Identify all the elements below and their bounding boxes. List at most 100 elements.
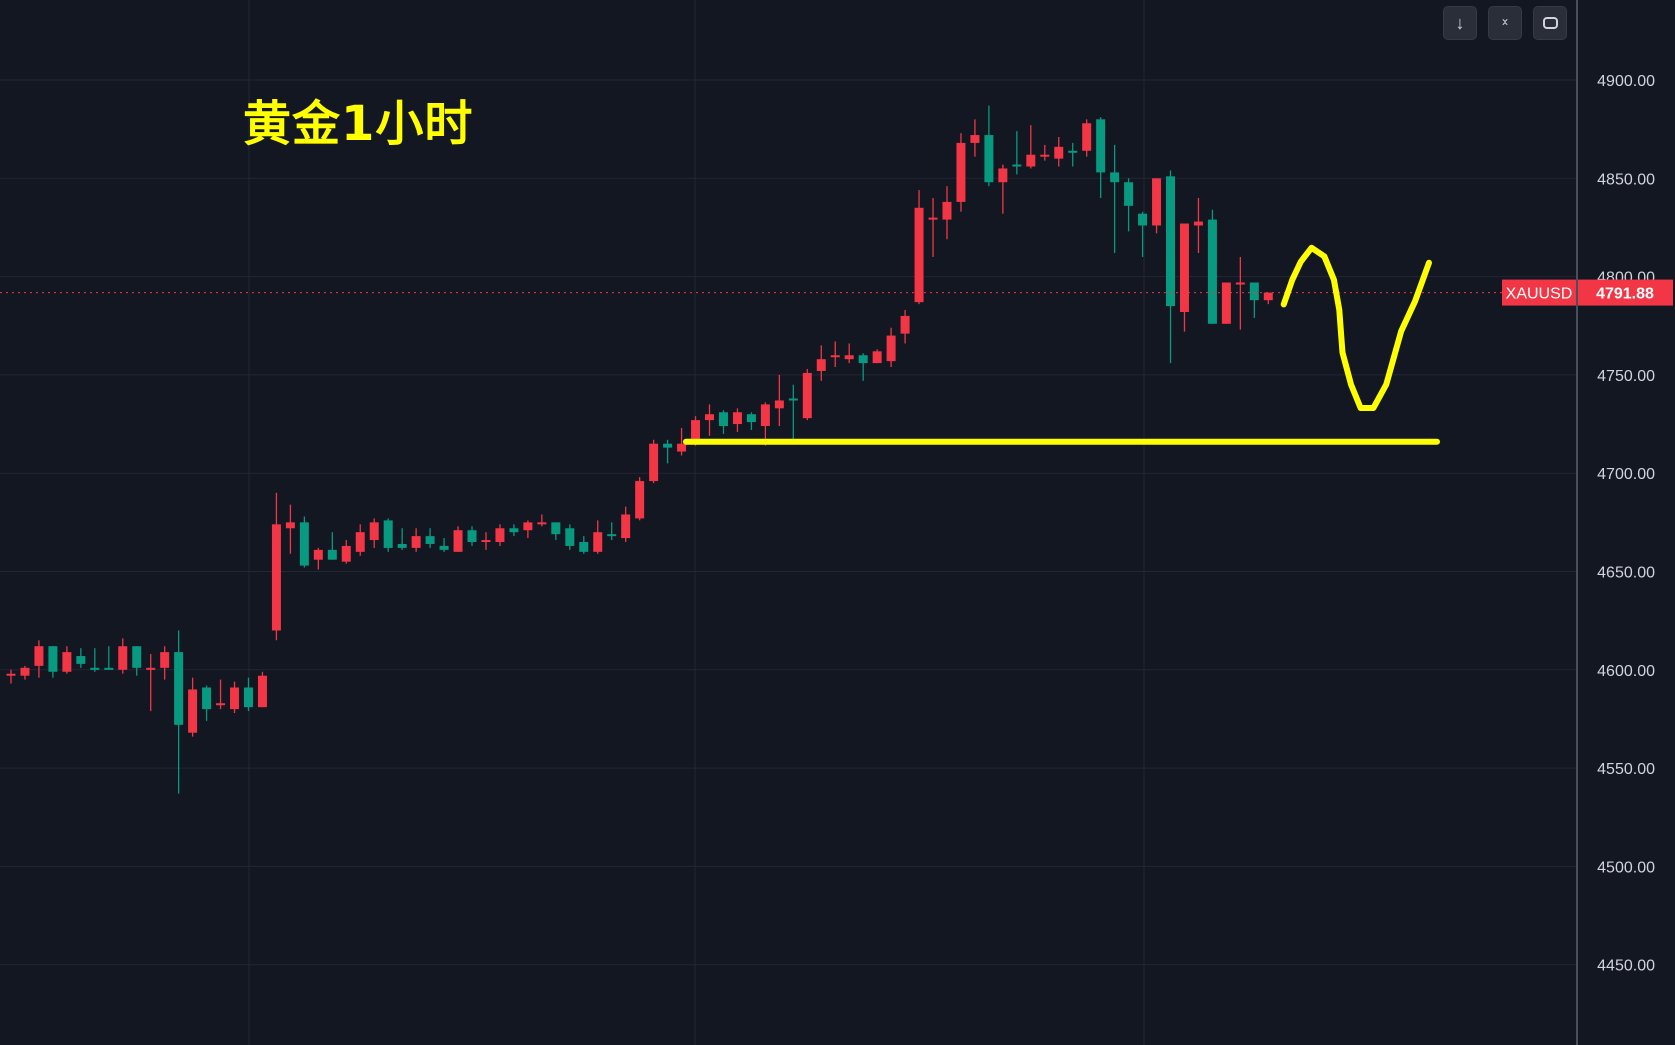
candle-body bbox=[718, 412, 728, 427]
candle-body bbox=[1166, 176, 1176, 307]
symbol-label: XAUUSD bbox=[1506, 286, 1573, 303]
candle-body bbox=[243, 687, 253, 708]
collapse-icon: ⌄ ⌃ bbox=[1499, 11, 1511, 34]
candle-body bbox=[593, 532, 603, 552]
candle-body bbox=[1012, 164, 1022, 167]
candle-body bbox=[495, 528, 505, 543]
candle-body bbox=[90, 667, 100, 670]
candle-body bbox=[1179, 223, 1189, 312]
candle-body bbox=[663, 443, 673, 448]
candle-body bbox=[271, 524, 281, 631]
candle-body bbox=[34, 646, 44, 666]
y-tick-label: 4650.00 bbox=[1597, 565, 1655, 582]
y-tick-label: 4450.00 bbox=[1597, 958, 1655, 975]
candle-body bbox=[313, 549, 323, 560]
candle-body bbox=[216, 703, 226, 706]
candle-body bbox=[467, 530, 477, 543]
candle-body bbox=[104, 667, 114, 670]
candle-body bbox=[1068, 150, 1078, 153]
candle-body bbox=[383, 520, 393, 548]
candle-body bbox=[257, 675, 267, 708]
candle-body bbox=[1207, 219, 1217, 324]
candle-body bbox=[1124, 182, 1134, 206]
candle-body bbox=[299, 522, 309, 566]
candle-body bbox=[956, 142, 966, 202]
y-tick-label: 4900.00 bbox=[1597, 73, 1655, 90]
candle-body bbox=[858, 355, 868, 364]
candle-body bbox=[411, 536, 421, 548]
candle-body bbox=[537, 522, 547, 525]
candle-body bbox=[76, 656, 86, 664]
candle-body bbox=[523, 522, 533, 531]
candle-body bbox=[1249, 282, 1259, 301]
candle-body bbox=[872, 351, 882, 364]
candle-body bbox=[369, 522, 379, 541]
candle-body bbox=[1110, 172, 1120, 183]
fullscreen-icon bbox=[1542, 17, 1558, 29]
candle-body bbox=[928, 217, 938, 220]
symbol-tag bbox=[1502, 279, 1576, 306]
candle-body bbox=[984, 135, 994, 183]
chart-title: 黄金1小时 bbox=[243, 96, 474, 152]
candle-body bbox=[481, 540, 491, 543]
fullscreen-button[interactable] bbox=[1533, 6, 1567, 40]
candle-body bbox=[760, 404, 770, 427]
candle-body bbox=[802, 372, 812, 419]
last-price-tag bbox=[1578, 279, 1673, 306]
scroll-to-latest-button[interactable]: ↓ bbox=[1443, 6, 1477, 40]
candle-body bbox=[1082, 123, 1092, 151]
candle-body bbox=[1263, 292, 1273, 301]
y-tick-label: 4600.00 bbox=[1597, 663, 1655, 680]
candle-body bbox=[1221, 282, 1231, 324]
candle-body bbox=[48, 646, 58, 672]
y-tick-label: 4700.00 bbox=[1597, 466, 1655, 483]
candle-body bbox=[174, 652, 184, 725]
candle-body bbox=[565, 528, 575, 546]
candle-body bbox=[1235, 282, 1245, 285]
y-tick-label: 4750.00 bbox=[1597, 368, 1655, 385]
candle-body bbox=[146, 667, 156, 670]
candle-body bbox=[132, 646, 142, 668]
candle-body bbox=[439, 545, 449, 550]
candle-body bbox=[62, 652, 72, 672]
candle-body bbox=[1138, 213, 1148, 226]
last-price-label: 4791.88 bbox=[1596, 286, 1654, 303]
candle-body bbox=[942, 201, 952, 220]
candle-body bbox=[355, 532, 365, 552]
candle-body bbox=[6, 673, 16, 676]
candle-body bbox=[579, 542, 589, 552]
candle-body bbox=[607, 534, 617, 537]
arrow-down-icon: ↓ bbox=[1455, 12, 1465, 33]
candle-body bbox=[551, 522, 561, 535]
projection-path-drawing[interactable] bbox=[1280, 244, 1432, 411]
candle-body bbox=[886, 335, 896, 362]
candle-body bbox=[188, 689, 198, 733]
candle-body bbox=[425, 536, 435, 544]
candle-body bbox=[621, 514, 631, 539]
y-tick-label: 4550.00 bbox=[1597, 761, 1655, 778]
candle-body bbox=[998, 168, 1008, 183]
candle-body bbox=[1026, 154, 1036, 167]
candle-body bbox=[816, 359, 826, 371]
candle-body bbox=[1193, 221, 1203, 226]
candle-body bbox=[677, 443, 687, 452]
y-tick-label: 4500.00 bbox=[1597, 859, 1655, 876]
candle-body bbox=[453, 530, 463, 552]
candle-body bbox=[732, 412, 742, 425]
candle-body bbox=[509, 528, 519, 533]
candle-body bbox=[830, 355, 840, 358]
candle-body bbox=[1096, 119, 1106, 173]
candle-body bbox=[774, 400, 784, 409]
candle-body bbox=[900, 315, 910, 334]
candle-body bbox=[1152, 178, 1162, 226]
candle-body bbox=[341, 545, 351, 562]
candle-body bbox=[1040, 154, 1050, 157]
candle-body bbox=[285, 522, 295, 529]
candle-body bbox=[202, 687, 212, 710]
candle-body bbox=[118, 646, 128, 670]
candle-body bbox=[844, 355, 854, 360]
candle-body bbox=[635, 481, 645, 519]
candle-body bbox=[788, 398, 798, 401]
collapse-button[interactable]: ⌄ ⌃ bbox=[1488, 6, 1522, 40]
